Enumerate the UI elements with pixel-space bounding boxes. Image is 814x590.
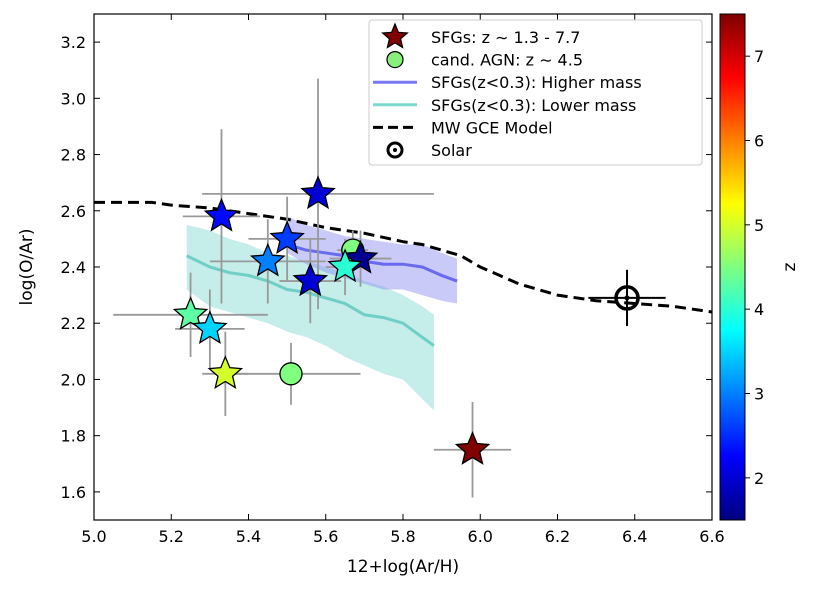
sfg-star-marker	[203, 197, 240, 232]
y-tick-label: 1.8	[61, 427, 86, 446]
y-tick-label: 1.6	[61, 483, 86, 502]
colorbar: z 2 3 4 5 6 7	[719, 13, 800, 521]
trend-lines	[94, 200, 712, 347]
x-tick-label: 6.4	[622, 527, 647, 546]
legend-entry-label: SFGs(z<0.3): Higher mass	[431, 73, 642, 92]
sfg-star-marker	[172, 296, 209, 330]
colorbar-tick-label: 7	[754, 47, 764, 66]
y-tick-label: 2.8	[61, 146, 86, 165]
solar-marker-dot	[624, 295, 630, 301]
y-axis-label: log(O/Ar)	[17, 229, 37, 306]
y-tick-label: 2.2	[61, 314, 86, 333]
mw-gce-model-line	[94, 200, 712, 314]
x-tick-label: 6.2	[545, 527, 570, 546]
sfg-star-marker	[300, 175, 336, 210]
sfg-star-marker	[292, 262, 329, 297]
x-tick-label: 6.0	[468, 527, 493, 546]
x-tick-label: 5.2	[159, 527, 184, 546]
colorbar-label: z	[780, 262, 800, 271]
x-tick-label: 6.6	[699, 527, 724, 546]
colorbar-tick-label: 4	[754, 300, 764, 319]
colorbar-tick-label: 3	[754, 385, 764, 404]
x-tick-label: 5.4	[236, 527, 261, 546]
x-tick-label: 5.0	[81, 527, 106, 546]
colorbar-tick-label: 2	[754, 469, 764, 488]
legend-box	[368, 19, 703, 166]
data-markers	[172, 175, 640, 465]
legend-solar-dot	[393, 148, 397, 152]
x-axis-ticks: 5.0 5.2 5.4 5.6 5.8 6.0 6.2 6.4 6.6	[81, 14, 725, 546]
legend-entry-label: SFGs: z ∼ 1.3 - 7.7	[431, 28, 580, 47]
legend-entry-label: SFGs(z<0.3): Lower mass	[431, 96, 636, 115]
higher-mass-band	[287, 216, 458, 304]
legend-entry-label: Solar	[431, 141, 472, 160]
legend: SFGs: z ∼ 1.3 - 7.7 cand. AGN: z ∼ 4.5 SFG…	[368, 19, 703, 166]
agn-marker	[279, 362, 303, 386]
legend-entry-label: MW GCE Model	[431, 118, 553, 137]
sfg-star-marker	[192, 310, 228, 344]
x-tick-label: 5.6	[313, 527, 338, 546]
legend-circle-marker	[386, 50, 404, 69]
y-axis-ticks: 1.6 1.8 2.0 2.2 2.4 2.6 2.8 3.0 3.2	[61, 33, 712, 502]
lower-mass-line	[186, 254, 435, 347]
y-tick-label: 2.6	[61, 202, 86, 221]
y-tick-label: 3.0	[61, 89, 86, 108]
colorbar-tick-label: 6	[754, 132, 764, 151]
solar-marker	[614, 285, 640, 311]
y-tick-label: 2.0	[61, 370, 86, 389]
x-tick-label: 5.8	[390, 527, 415, 546]
legend-solar-marker	[386, 141, 404, 159]
sfg-star-marker	[269, 220, 305, 254]
legend-entry-label: cand. AGN: z ∼ 4.5	[431, 51, 583, 70]
x-axis-label: 12+log(Ar/H)	[347, 557, 459, 577]
colorbar-gradient	[719, 13, 746, 521]
sfg-star-marker	[454, 431, 491, 465]
sfg-star-marker	[249, 242, 286, 277]
y-tick-label: 2.4	[61, 258, 86, 277]
legend-star-marker	[381, 22, 409, 49]
sfg-star-marker	[327, 248, 363, 283]
higher-mass-line	[286, 243, 458, 283]
y-tick-label: 3.2	[61, 33, 86, 52]
plot-area	[94, 78, 712, 498]
sfg-star-marker	[207, 355, 244, 389]
colorbar-tick-label: 5	[754, 216, 764, 235]
